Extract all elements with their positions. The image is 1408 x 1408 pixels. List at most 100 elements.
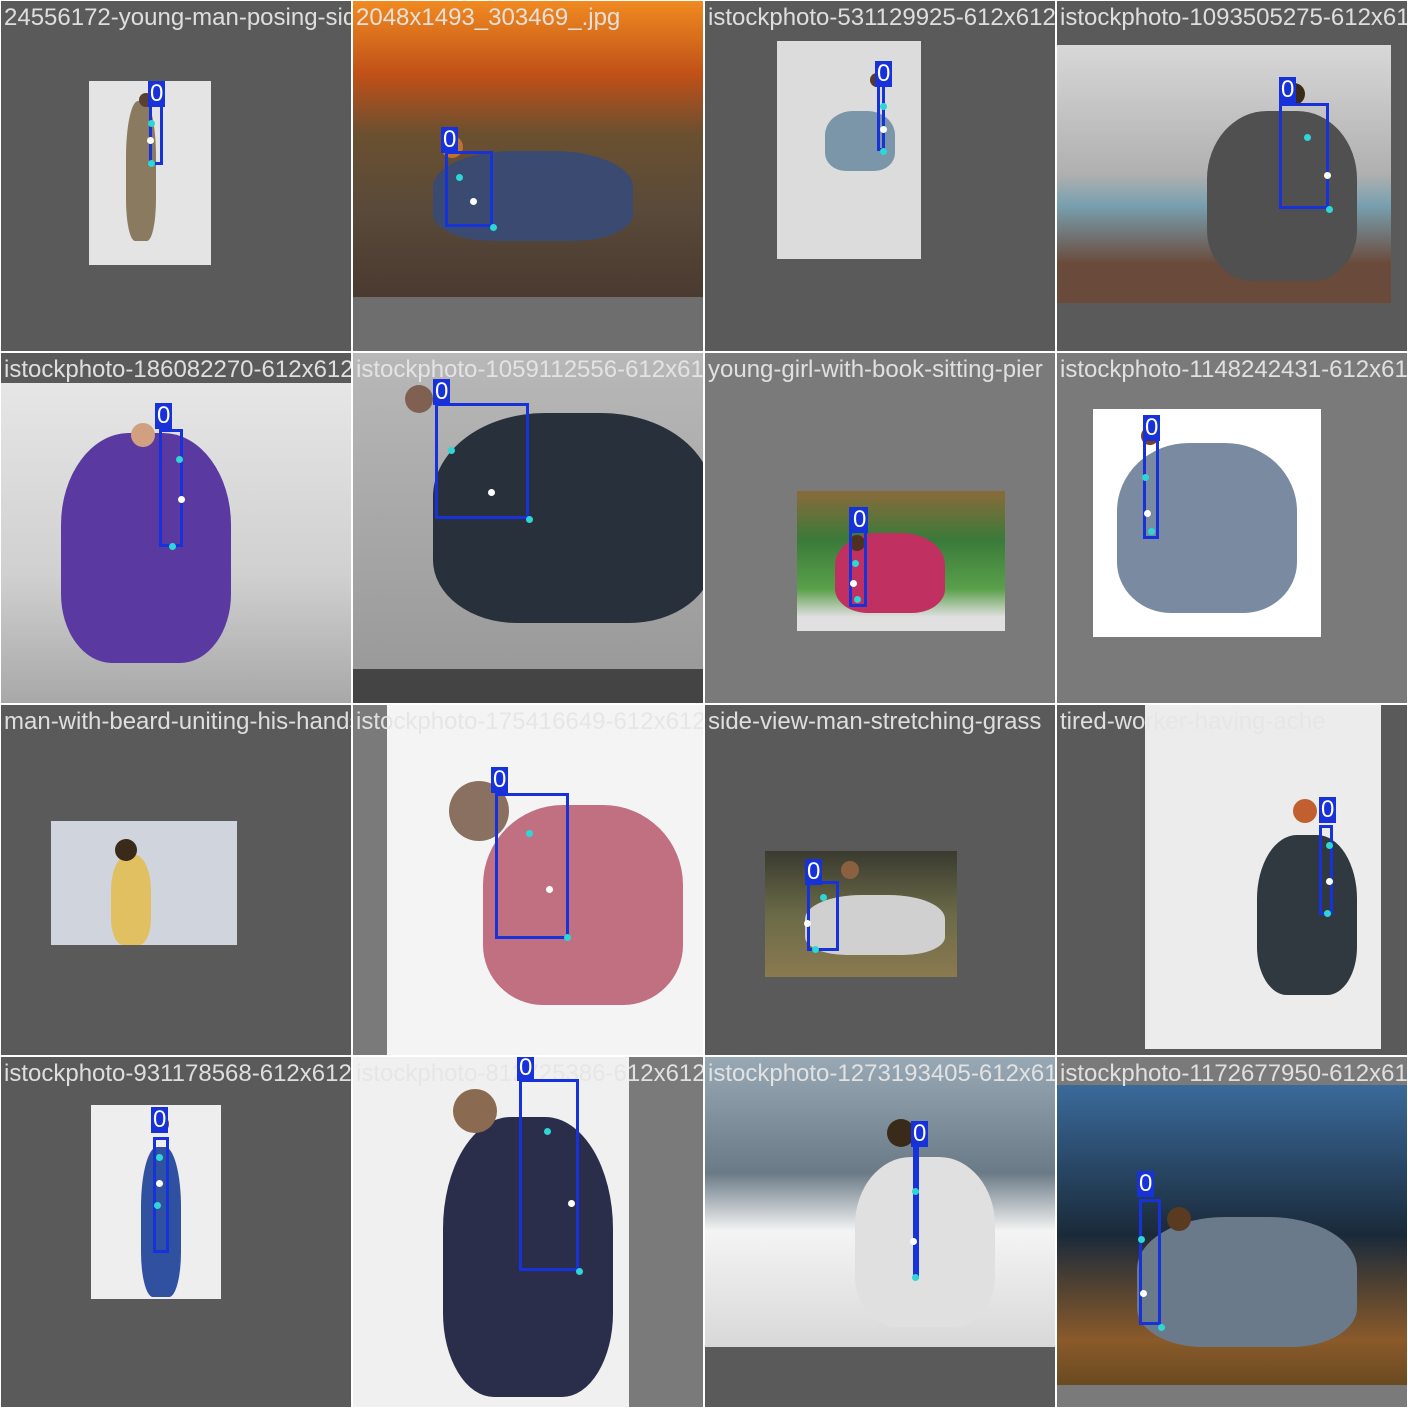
detection-box	[445, 151, 493, 227]
keypoint-dot	[1157, 1323, 1165, 1331]
class-label: 0	[517, 1057, 535, 1081]
class-label: 0	[1143, 414, 1161, 441]
image-filename: istockphoto-531129925-612x612.jpg	[708, 4, 1055, 31]
image-filename: istockphoto-186082270-612x612.jpg	[4, 356, 351, 383]
person-silhouette	[443, 1117, 613, 1397]
keypoint-dot	[525, 515, 533, 523]
keypoint-dot	[879, 102, 887, 110]
image-filename: istockphoto-1273193405-612x612.jpg	[708, 1060, 1055, 1087]
keypoint-dot	[525, 829, 533, 837]
sample-photo	[1057, 45, 1391, 303]
sample-photo	[1145, 705, 1381, 1049]
keypoint-dot	[447, 446, 455, 454]
keypoint-dot	[911, 1187, 919, 1195]
mosaic-tile: istockphoto-931178568-612x612.jpg 0	[1, 1057, 351, 1407]
keypoint-dot	[489, 223, 497, 231]
class-label: 0	[805, 858, 823, 885]
sample-photo	[1, 383, 351, 703]
keypoint-dot	[1147, 527, 1155, 535]
keypoint-dot	[1137, 1235, 1145, 1243]
mosaic-tile: istockphoto-1172677950-612x612.jpg 0	[1057, 1057, 1407, 1407]
class-label: 0	[911, 1120, 929, 1147]
keypoint-dot	[155, 1179, 163, 1187]
class-label: 0	[1319, 796, 1337, 823]
keypoint-dot	[168, 542, 176, 550]
mosaic-tile: young-girl-with-book-sitting-pier 0	[705, 353, 1055, 703]
image-filename: tired-worker-having-ache	[1060, 708, 1326, 735]
person-head	[115, 839, 137, 861]
class-label: 0	[875, 60, 893, 87]
detection-box	[495, 793, 569, 939]
keypoint-dot	[811, 945, 819, 953]
keypoint-dot	[1141, 473, 1149, 481]
keypoint-dot	[1325, 841, 1333, 849]
person-head	[849, 535, 865, 551]
mosaic-tile: 2048x1493_303469_.jpg 0	[353, 1, 703, 351]
image-filename: istockphoto-931178568-612x612.jpg	[4, 1060, 351, 1087]
image-filename: 2048x1493_303469_.jpg	[356, 4, 621, 31]
sample-photo	[765, 851, 957, 977]
person-silhouette	[855, 1157, 995, 1327]
person-silhouette	[1207, 111, 1357, 281]
detection-box	[435, 403, 529, 519]
class-label: 0	[1137, 1170, 1155, 1197]
image-filename: istockphoto-175416649-612x612.jpg	[356, 708, 703, 735]
sample-photo	[51, 821, 237, 945]
mosaic-tile: istockphoto-531129925-612x612.jpg 0	[705, 1, 1055, 351]
person-silhouette	[1257, 835, 1357, 995]
detection-box	[807, 881, 839, 951]
keypoint-dot	[911, 1273, 919, 1281]
class-label: 0	[433, 378, 451, 405]
image-filename: young-girl-with-book-sitting-pier	[708, 356, 1043, 383]
keypoint-dot	[849, 579, 857, 587]
sample-photo	[353, 1057, 629, 1407]
detection-box	[153, 1137, 169, 1253]
keypoint-dot	[147, 159, 155, 167]
keypoint-dot	[175, 455, 183, 463]
keypoint-dot	[1323, 909, 1331, 917]
person-silhouette	[1117, 443, 1297, 613]
mosaic-tile: man-with-beard-uniting-his-hands-praying	[1, 705, 351, 1055]
person-head	[887, 1119, 915, 1147]
mosaic-tile: istockphoto-1093505275-612x612 0	[1057, 1, 1407, 351]
person-head	[453, 1089, 497, 1133]
keypoint-dot	[1323, 171, 1331, 179]
image-filename: 24556172-young-man-posing-side-view-isol	[4, 4, 351, 31]
sample-photo	[797, 491, 1005, 631]
person-head	[131, 423, 155, 447]
keypoint-dot	[1325, 877, 1333, 885]
person-silhouette	[1137, 1217, 1357, 1347]
mosaic-tile: 24556172-young-man-posing-side-view-isol…	[1, 1, 351, 351]
person-silhouette	[111, 855, 151, 945]
mosaic-tile: side-view-man-stretching-grass 0	[705, 705, 1055, 1055]
detection-box	[519, 1079, 579, 1271]
class-label: 0	[1279, 76, 1297, 103]
image-filename: istockphoto-1172677950-612x612.jpg	[1060, 1060, 1407, 1087]
image-filename: istockphoto-1093505275-612x612	[1060, 4, 1407, 31]
class-label: 0	[491, 766, 509, 793]
detection-box	[1279, 103, 1329, 209]
keypoint-dot	[155, 1153, 163, 1161]
keypoint-dot	[146, 136, 154, 144]
keypoint-dot	[909, 1237, 917, 1245]
keypoint-dot	[545, 885, 553, 893]
mosaic-tile: istockphoto-1148242431-612x612 0	[1057, 353, 1407, 703]
class-label: 0	[151, 1106, 169, 1133]
image-filename: istockphoto-1059112556-612x612.jpg	[356, 356, 703, 383]
keypoint-dot	[879, 147, 887, 155]
detection-box	[159, 429, 183, 547]
sample-photo	[705, 1057, 1055, 1347]
keypoint-dot	[819, 893, 827, 901]
keypoint-dot	[1139, 1289, 1147, 1297]
class-label: 0	[148, 80, 166, 107]
class-label: 0	[851, 506, 869, 533]
keypoint-dot	[853, 595, 861, 603]
sample-photo	[1093, 409, 1321, 637]
keypoint-dot	[1325, 205, 1333, 213]
mosaic-tile: istockphoto-175416649-612x612.jpg 0	[353, 705, 703, 1055]
mosaic-tile: istockphoto-1273193405-612x612.jpg 0	[705, 1057, 1055, 1407]
keypoint-dot	[575, 1267, 583, 1275]
image-filename: side-view-man-stretching-grass	[708, 708, 1042, 735]
image-filename: man-with-beard-uniting-his-hands-praying	[4, 708, 351, 735]
